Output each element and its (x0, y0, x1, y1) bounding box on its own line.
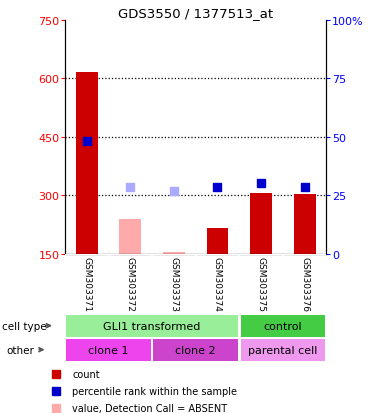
Text: cell type: cell type (2, 321, 46, 331)
Text: percentile rank within the sample: percentile rank within the sample (72, 387, 237, 396)
Text: count: count (72, 370, 100, 380)
Text: GSM303371: GSM303371 (82, 256, 91, 311)
Text: GSM303374: GSM303374 (213, 256, 222, 311)
Text: clone 2: clone 2 (175, 345, 216, 355)
Bar (294, 195, 316, 254)
Bar (119, 219, 141, 254)
Title: GDS3550 / 1377513_at: GDS3550 / 1377513_at (118, 7, 273, 19)
Text: clone 1: clone 1 (88, 345, 129, 355)
Bar (241, 339, 325, 361)
Text: GSM303372: GSM303372 (126, 256, 135, 311)
Text: GLI1 transformed: GLI1 transformed (104, 321, 201, 331)
Bar (207, 229, 229, 254)
Text: GSM303375: GSM303375 (257, 256, 266, 311)
Text: parental cell: parental cell (248, 345, 318, 355)
Bar (154, 339, 238, 361)
Bar (250, 194, 272, 254)
Text: other: other (7, 345, 35, 355)
Text: control: control (263, 321, 302, 331)
Text: value, Detection Call = ABSENT: value, Detection Call = ABSENT (72, 404, 227, 413)
Bar (163, 252, 185, 254)
Text: GSM303373: GSM303373 (170, 256, 178, 311)
Text: GSM303376: GSM303376 (300, 256, 309, 311)
Bar (66, 315, 238, 337)
Bar (241, 315, 325, 337)
Bar (76, 73, 98, 254)
Bar (66, 339, 151, 361)
